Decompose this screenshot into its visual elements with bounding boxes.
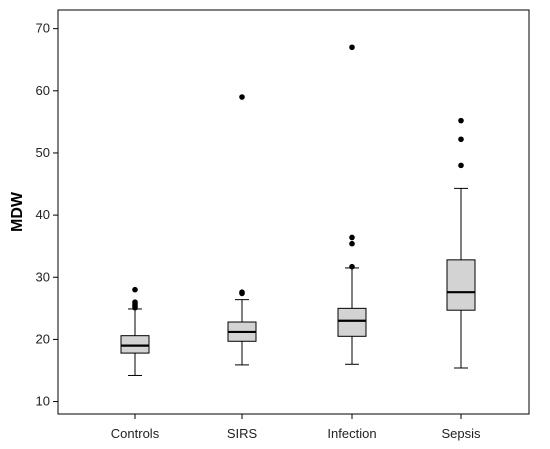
outlier-point [349,240,355,247]
y-tick-label: 40 [36,207,50,222]
iqr-box [446,259,476,311]
outlier-point [239,289,245,295]
box-sirs [227,94,257,366]
y-tick-label: 50 [36,145,50,160]
boxes-layer [120,44,476,376]
y-axis-title: MDW [9,191,26,232]
box-sepsis [446,117,476,369]
box-infection [337,44,367,365]
outlier-point [349,234,355,241]
x-tick-label: Controls [111,426,160,441]
x-tick-label: SIRS [227,426,258,441]
y-tick-label: 60 [36,83,50,98]
y-tick-label: 70 [36,21,50,36]
x-axis: Controls SIRS Infection Sepsis [111,414,481,441]
outlier-point [458,117,464,124]
y-tick-label: 30 [36,269,50,284]
x-tick-label: Infection [327,426,376,441]
outlier-point [239,94,245,100]
y-axis: 10 20 30 40 50 60 70 [36,21,58,409]
y-tick-label: 20 [36,331,50,346]
x-tick-label: Sepsis [441,426,481,441]
outlier-point [349,44,355,51]
plot-frame [57,9,530,415]
outlier-point [349,263,355,270]
iqr-box [337,307,367,337]
iqr-box [120,335,150,354]
outlier-point [132,299,138,305]
outlier-point [458,162,464,169]
box-controls [120,286,150,376]
y-tick-label: 10 [36,394,50,409]
outlier-point [132,286,138,293]
outlier-point [458,136,464,143]
